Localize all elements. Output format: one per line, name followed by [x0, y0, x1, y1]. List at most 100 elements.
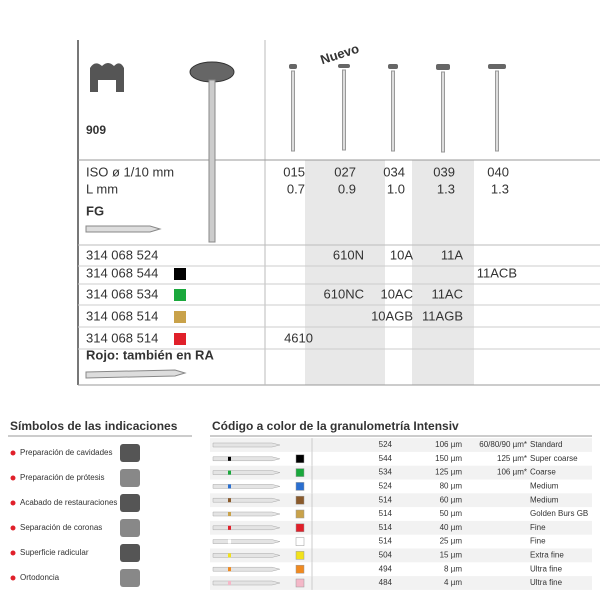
row-stripe — [210, 520, 592, 535]
shank-code: 514 — [379, 523, 393, 532]
swatch — [295, 551, 305, 560]
cell: 0.9 — [338, 181, 356, 196]
swatch — [295, 578, 305, 588]
grade: Medium — [530, 482, 559, 491]
shank-code: 514 — [379, 509, 393, 518]
bur-shank — [208, 79, 216, 243]
row-stripe — [210, 438, 592, 452]
band — [228, 456, 231, 461]
swatch — [174, 311, 186, 323]
bur-head — [436, 64, 450, 70]
swatch — [295, 509, 305, 519]
grade: Standard — [530, 440, 562, 449]
swatch — [295, 482, 305, 491]
grain: 150 µm — [435, 454, 462, 463]
grain: 4 µm — [444, 578, 462, 587]
grade: Ultra fine — [530, 578, 563, 587]
shank-code: 514 — [379, 495, 393, 504]
shank-code: 524 — [379, 482, 393, 491]
column-shade — [305, 160, 385, 385]
bur-head — [289, 64, 297, 69]
bur-shank — [291, 70, 295, 152]
grade: Fine — [530, 523, 546, 532]
grade: Coarse — [530, 468, 556, 477]
indication-icon — [120, 469, 140, 487]
bur-icon — [212, 456, 281, 462]
indication: Superficie radicular — [20, 548, 89, 557]
row-label: 314 068 514 — [86, 330, 158, 345]
band — [228, 525, 231, 530]
bur-shank — [441, 71, 445, 153]
section-title: Símbolos de las indicaciones — [10, 419, 178, 433]
shank-code: 494 — [379, 564, 393, 573]
bur-icon — [212, 470, 281, 475]
bur-icon — [212, 497, 281, 503]
shank-code: 504 — [379, 551, 393, 560]
grain: 60 µm — [440, 495, 463, 504]
indication: Preparación de prótesis — [20, 473, 105, 482]
bullet — [10, 475, 16, 481]
bullet — [10, 575, 16, 581]
cell: 10A — [390, 247, 413, 262]
swatch — [174, 268, 186, 280]
shank-code: 544 — [379, 454, 393, 463]
grain: 106 µm — [435, 440, 462, 449]
product-code: 909 — [86, 123, 106, 137]
bur-head — [488, 64, 506, 69]
shank-code: 524 — [379, 440, 393, 449]
swatch — [295, 454, 305, 464]
swatch — [295, 523, 305, 533]
bur-head — [338, 64, 350, 68]
cell: 10AGB — [371, 308, 413, 323]
row-label: ISO ø 1/10 mm — [86, 164, 174, 179]
swatch — [174, 289, 186, 301]
row-label: 314 068 514 — [86, 308, 158, 323]
cell: 11AC — [431, 286, 463, 301]
bur-icon — [212, 553, 281, 558]
indication-icon — [120, 519, 140, 537]
band — [228, 567, 231, 572]
row-label: 314 068 534 — [86, 286, 158, 301]
band — [228, 470, 231, 475]
row-stripe — [210, 548, 592, 563]
grade: Ultra fine — [530, 564, 563, 573]
cell: 10AC — [380, 286, 413, 301]
bur-icon — [212, 484, 281, 489]
cell: 610NC — [324, 286, 364, 301]
cell: 1.3 — [437, 181, 455, 196]
shank-label: FG — [86, 203, 104, 218]
indication-icon — [120, 544, 140, 562]
bur-icon — [212, 525, 281, 531]
bur-shank — [391, 70, 395, 152]
grain: 15 µm — [440, 551, 463, 560]
cell: 11AGB — [422, 308, 463, 323]
cell: 610N — [333, 247, 364, 262]
grade: Extra fine — [530, 551, 564, 560]
row-label: 314 068 524 — [86, 247, 158, 262]
indication-icon — [120, 494, 140, 512]
cell: 015 — [283, 164, 305, 179]
section-title: Código a color de la granulometría Inten… — [212, 419, 459, 433]
cell: 0.7 — [287, 181, 305, 196]
grain: 80 µm — [440, 482, 463, 491]
grain: 50 µm — [440, 509, 463, 518]
grade: Golden Burs GB — [530, 509, 588, 518]
bur-shank — [342, 69, 346, 151]
cell: 4610 — [284, 330, 313, 345]
shank-icon — [85, 369, 187, 379]
row-stripe — [210, 465, 592, 480]
indication: Acabado de restauraciones — [20, 498, 117, 507]
swatch — [295, 564, 305, 574]
grain-alt: 106 µm* — [497, 468, 527, 477]
indication: Preparación de cavidades — [20, 448, 113, 457]
row-label: 314 068 544 — [86, 265, 158, 280]
bur-icon — [212, 511, 281, 517]
column-shade — [412, 160, 474, 385]
note: Rojo: también en RA — [86, 347, 214, 362]
swatch — [295, 495, 305, 505]
indication-icon — [120, 444, 140, 462]
band — [228, 484, 231, 489]
shank-code: 484 — [379, 578, 393, 587]
